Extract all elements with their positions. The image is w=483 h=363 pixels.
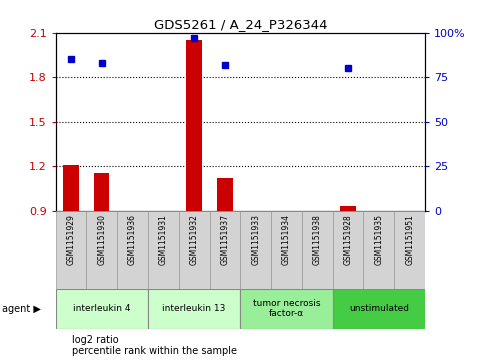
Text: GSM1151937: GSM1151937 <box>220 215 229 265</box>
Text: GSM1151929: GSM1151929 <box>67 215 75 265</box>
Text: GSM1151932: GSM1151932 <box>190 215 199 265</box>
Title: GDS5261 / A_24_P326344: GDS5261 / A_24_P326344 <box>154 19 327 32</box>
Text: GSM1151928: GSM1151928 <box>343 215 353 265</box>
Text: GSM1151936: GSM1151936 <box>128 215 137 265</box>
Bar <box>341 206 356 211</box>
Bar <box>333 211 364 289</box>
Bar <box>240 289 333 329</box>
Bar <box>148 211 179 289</box>
Text: tumor necrosis
factor-α: tumor necrosis factor-α <box>253 299 320 318</box>
Bar <box>179 211 210 289</box>
Bar <box>86 211 117 289</box>
Text: log2 ratio: log2 ratio <box>72 335 119 346</box>
Bar <box>302 211 333 289</box>
Text: GSM1151931: GSM1151931 <box>159 215 168 265</box>
Text: percentile rank within the sample: percentile rank within the sample <box>72 346 238 356</box>
Bar <box>117 211 148 289</box>
Bar <box>333 289 425 329</box>
Bar <box>56 289 148 329</box>
Text: interleukin 4: interleukin 4 <box>73 304 130 313</box>
Bar <box>364 211 394 289</box>
Bar <box>271 211 302 289</box>
Text: GSM1151930: GSM1151930 <box>97 215 106 265</box>
Text: GSM1151935: GSM1151935 <box>374 215 384 265</box>
Bar <box>63 164 79 211</box>
Bar <box>148 289 241 329</box>
Text: GSM1151934: GSM1151934 <box>282 215 291 265</box>
Bar <box>394 211 425 289</box>
Bar <box>94 174 110 211</box>
Bar <box>186 40 202 211</box>
Bar <box>210 211 240 289</box>
Text: GSM1151933: GSM1151933 <box>251 215 260 265</box>
Text: unstimulated: unstimulated <box>349 304 409 313</box>
Bar <box>217 178 233 211</box>
Text: GSM1151938: GSM1151938 <box>313 215 322 265</box>
Text: interleukin 13: interleukin 13 <box>162 304 226 313</box>
Bar <box>240 211 271 289</box>
Bar <box>56 211 86 289</box>
Text: GSM1151951: GSM1151951 <box>405 215 414 265</box>
Text: agent ▶: agent ▶ <box>2 303 41 314</box>
